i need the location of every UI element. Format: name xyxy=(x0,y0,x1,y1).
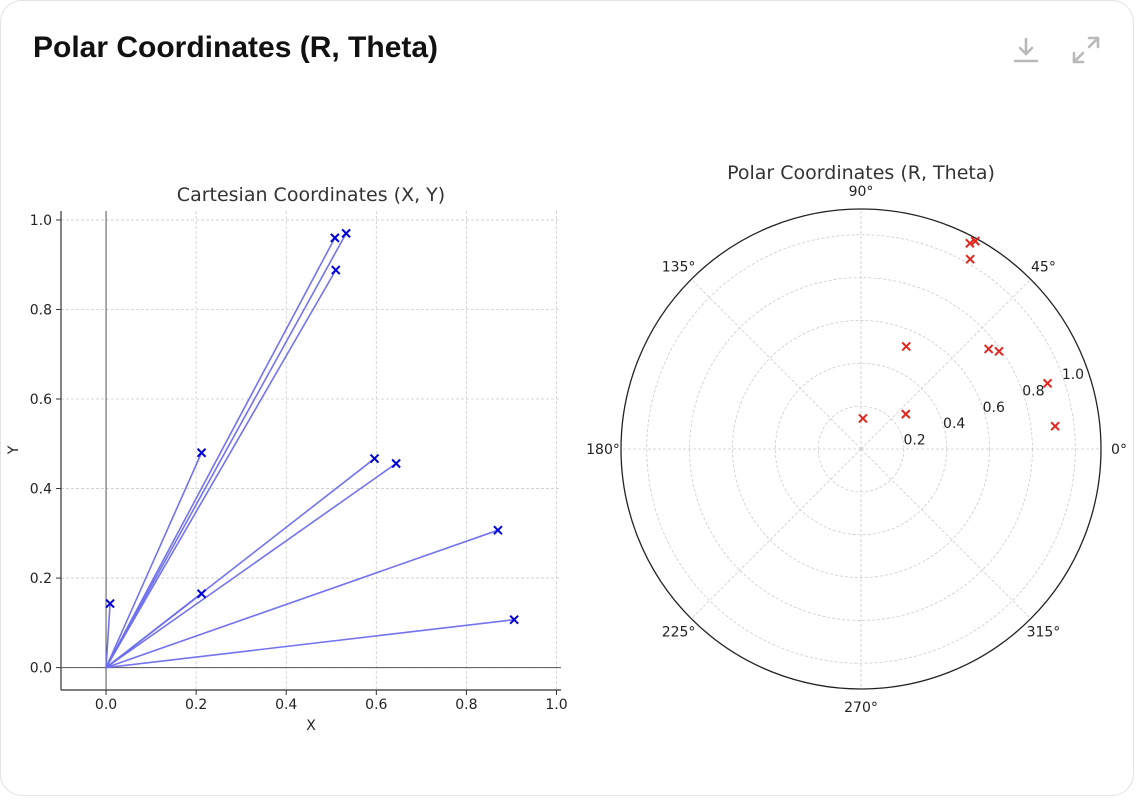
data-point-marker xyxy=(331,265,341,275)
polar-point-marker xyxy=(858,413,868,424)
x-tick-label: 0.2 xyxy=(185,697,207,713)
theta-tick-label: 180° xyxy=(586,442,620,458)
vector-line xyxy=(105,618,515,669)
polar-labels: 0° 45° 90° 135° 180° 225° 270° 315° 0.2 0.4 0.6 0.8… xyxy=(586,184,1127,716)
theta-tick-label: 90° xyxy=(849,184,874,200)
data-point-marker xyxy=(105,598,115,609)
cartesian-ylabel: Y xyxy=(6,445,22,455)
vector-line xyxy=(105,457,376,669)
cartesian-plot: 0.0 0.2 0.4 0.6 0.8 1.0 0.0 0.2 0.4 0.6 0.8 1.0 Car… xyxy=(6,184,568,734)
angular-gridline xyxy=(691,279,862,450)
polar-point-marker xyxy=(965,254,975,264)
r-tick-label: 0.2 xyxy=(903,433,925,449)
page-title: Polar Coordinates (R, Theta) xyxy=(33,31,439,64)
x-tick-label: 0.0 xyxy=(95,697,117,713)
theta-tick-label: 45° xyxy=(1031,260,1056,276)
vector-line xyxy=(105,269,337,669)
cartesian-lines xyxy=(105,232,515,669)
theta-tick-label: 270° xyxy=(844,700,878,716)
polar-point-marker xyxy=(994,346,1004,357)
r-tick-label: 0.4 xyxy=(943,416,965,432)
data-point-marker xyxy=(341,228,351,239)
theta-tick-label: 315° xyxy=(1027,624,1061,640)
polar-point-marker xyxy=(1050,421,1060,431)
data-point-marker xyxy=(509,615,519,625)
polar-markers xyxy=(858,236,1060,431)
cartesian-ticks: 0.0 0.2 0.4 0.6 0.8 1.0 0.0 0.2 0.4 0.6 0.8 1.0 xyxy=(30,213,568,713)
theta-tick-label: 0° xyxy=(1111,442,1127,458)
expand-button[interactable] xyxy=(1069,33,1103,67)
theta-tick-label: 135° xyxy=(662,260,696,276)
polar-point-marker xyxy=(965,238,975,249)
polar-plot: Polar Coordinates (R, Theta) 0° 45° 90° 135… xyxy=(586,162,1127,716)
vector-line xyxy=(105,237,336,668)
data-point-marker xyxy=(196,448,207,458)
theta-tick-label: 225° xyxy=(662,624,696,640)
r-tick-label: 0.6 xyxy=(983,400,1005,416)
angular-gridline xyxy=(860,279,1031,450)
y-tick-label: 0.4 xyxy=(30,482,52,498)
y-tick-label: 0.8 xyxy=(30,302,52,318)
download-icon xyxy=(1013,37,1039,63)
polar-grid xyxy=(620,208,1102,690)
cartesian-markers xyxy=(105,228,519,625)
vector-line xyxy=(105,603,111,668)
x-tick-label: 1.0 xyxy=(545,697,567,713)
angular-gridline xyxy=(860,448,1031,619)
y-tick-label: 1.0 xyxy=(30,213,52,229)
download-button[interactable] xyxy=(1009,33,1043,67)
vector-line xyxy=(105,462,397,669)
y-tick-label: 0.6 xyxy=(30,392,52,408)
polar-point-marker xyxy=(901,409,911,419)
data-point-marker xyxy=(196,589,207,599)
x-tick-label: 0.6 xyxy=(365,697,387,713)
cartesian-xlabel: X xyxy=(306,718,316,734)
y-tick-label: 0.0 xyxy=(30,661,52,677)
x-tick-label: 0.4 xyxy=(275,697,297,713)
x-tick-label: 0.8 xyxy=(455,697,477,713)
vector-line xyxy=(105,529,499,669)
radial-gridline xyxy=(646,234,1076,664)
polar-point-marker xyxy=(901,341,911,352)
vector-line xyxy=(105,232,347,669)
data-point-marker xyxy=(391,458,401,469)
polar-point-marker xyxy=(970,236,980,246)
cartesian-title: Cartesian Coordinates (X, Y) xyxy=(177,184,445,206)
angular-gridline xyxy=(691,448,862,619)
r-tick-label: 0.8 xyxy=(1022,383,1044,399)
data-point-marker xyxy=(493,525,503,535)
y-tick-label: 0.2 xyxy=(30,571,52,587)
polar-point-marker xyxy=(983,344,994,354)
r-tick-label: 1.0 xyxy=(1062,367,1084,383)
radial-gridline xyxy=(732,320,990,578)
polar-title: Polar Coordinates (R, Theta) xyxy=(727,162,995,184)
expand-icon xyxy=(1072,36,1100,64)
cartesian-axes xyxy=(60,211,561,691)
vector-line xyxy=(105,452,203,668)
polar-point-marker xyxy=(1042,378,1053,389)
polar-outer-circle xyxy=(620,208,1102,690)
data-point-marker xyxy=(330,233,340,243)
data-point-marker xyxy=(369,453,380,464)
